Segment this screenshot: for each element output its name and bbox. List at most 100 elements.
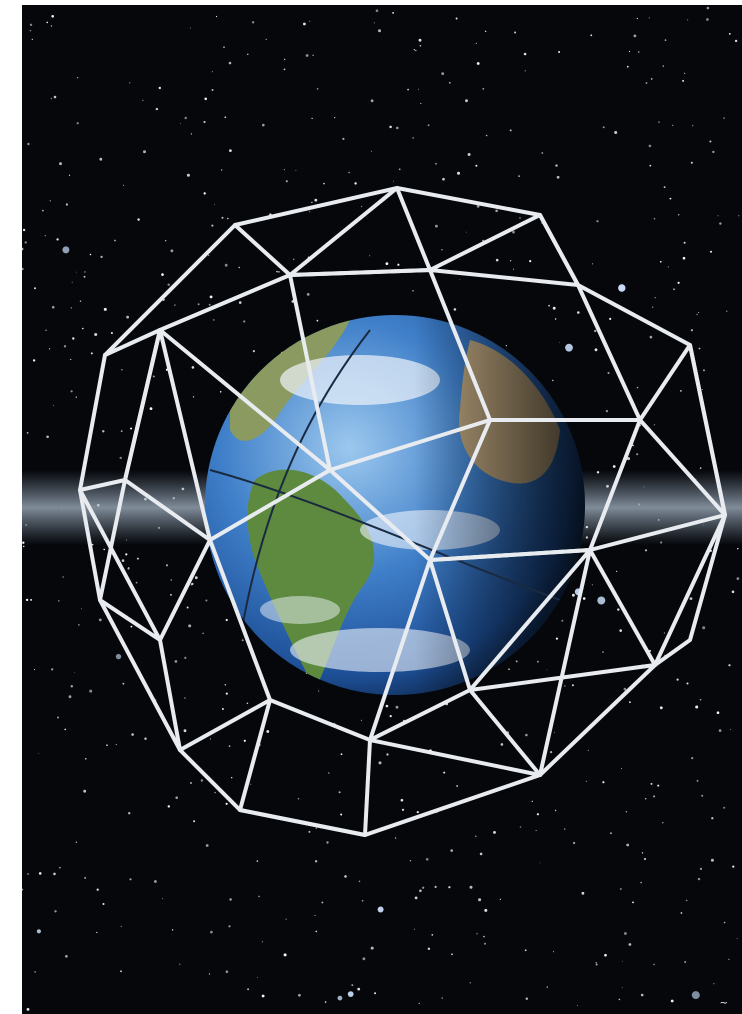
- star: [614, 131, 618, 134]
- star: [650, 782, 653, 785]
- star: [184, 656, 187, 660]
- star: [215, 15, 218, 18]
- star: [314, 198, 318, 202]
- star: [653, 963, 655, 966]
- star: [500, 743, 504, 746]
- star: [89, 253, 92, 256]
- star: [194, 576, 198, 580]
- star: [644, 549, 648, 552]
- star: [56, 238, 59, 241]
- star: [247, 988, 250, 991]
- star: [85, 758, 87, 760]
- star: [448, 81, 451, 84]
- star: [509, 129, 512, 132]
- star: [204, 97, 207, 101]
- star: [680, 912, 683, 914]
- star: [135, 581, 138, 584]
- star: [378, 29, 381, 33]
- star: [265, 38, 267, 41]
- star: [554, 731, 556, 733]
- star: [258, 895, 260, 898]
- star: [224, 684, 227, 686]
- star: [175, 796, 178, 799]
- star: [621, 987, 623, 988]
- star: [628, 50, 631, 53]
- star: [21, 267, 24, 271]
- star: [422, 886, 425, 889]
- star: [62, 576, 64, 578]
- star: [448, 886, 451, 889]
- star: [425, 858, 429, 861]
- star: [315, 827, 317, 829]
- star: [577, 311, 580, 314]
- star: [340, 813, 343, 816]
- star: [21, 888, 24, 891]
- star: [228, 925, 231, 928]
- star: [604, 953, 607, 957]
- star: [469, 982, 471, 984]
- star: [120, 430, 123, 432]
- star: [293, 258, 295, 260]
- star: [225, 970, 229, 973]
- star: [208, 254, 210, 256]
- star: [416, 811, 419, 814]
- star: [577, 1005, 578, 1006]
- star: [699, 467, 702, 469]
- star: [70, 358, 72, 361]
- star: [197, 303, 200, 306]
- star: [203, 120, 206, 124]
- star: [692, 125, 694, 127]
- star: [626, 65, 629, 68]
- star: [238, 266, 240, 269]
- star: [225, 802, 228, 805]
- star: [171, 929, 174, 931]
- star: [519, 826, 522, 828]
- star: [375, 9, 379, 12]
- star: [278, 271, 280, 273]
- star: [669, 197, 672, 200]
- star: [427, 124, 430, 127]
- star: [191, 582, 194, 586]
- star: [251, 21, 255, 24]
- star: [683, 241, 686, 244]
- star: [262, 123, 265, 127]
- star: [102, 430, 105, 433]
- star: [119, 456, 122, 460]
- star: [311, 117, 313, 120]
- star: [594, 348, 598, 352]
- star: [682, 256, 686, 260]
- star: [225, 618, 228, 622]
- star: [441, 997, 444, 999]
- star: [552, 306, 556, 310]
- star: [467, 153, 471, 156]
- star: [137, 218, 140, 221]
- star: [84, 271, 86, 273]
- star: [420, 102, 422, 105]
- star: [392, 12, 394, 14]
- star: [303, 22, 306, 26]
- star: [53, 95, 57, 99]
- star: [65, 955, 68, 958]
- star: [305, 54, 309, 57]
- star: [395, 837, 397, 839]
- star: [186, 606, 189, 609]
- outer-frame: [78, 186, 727, 837]
- star: [34, 971, 36, 973]
- star: [46, 435, 49, 439]
- star: [143, 150, 146, 154]
- star: [219, 391, 222, 393]
- star: [190, 782, 192, 784]
- star: [114, 239, 116, 242]
- star: [624, 932, 627, 935]
- star: [662, 65, 664, 67]
- star: [644, 797, 647, 800]
- star: [418, 1002, 420, 1005]
- star: [723, 117, 725, 119]
- star: [663, 186, 666, 189]
- star: [238, 301, 242, 304]
- star: [205, 844, 209, 847]
- star: [581, 891, 585, 895]
- star: [723, 806, 726, 809]
- star: [155, 107, 159, 111]
- star: [443, 771, 446, 774]
